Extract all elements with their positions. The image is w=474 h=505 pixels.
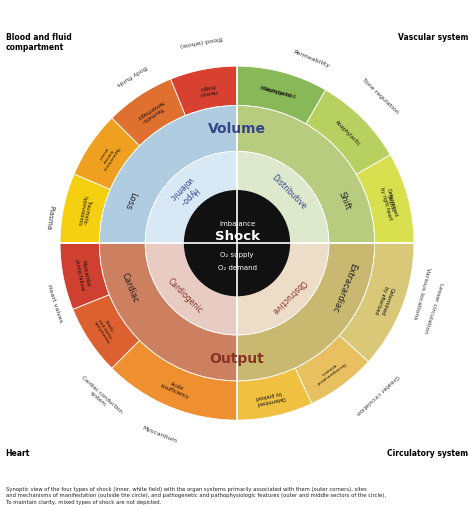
Wedge shape xyxy=(237,67,326,125)
Wedge shape xyxy=(237,67,326,125)
Wedge shape xyxy=(306,91,390,175)
Text: Greater circulation: Greater circulation xyxy=(355,373,400,415)
Text: Cardiac: Cardiac xyxy=(120,270,140,303)
Text: FIGURE 1: FIGURE 1 xyxy=(6,10,52,18)
Text: Acute
insufficiency: Acute insufficiency xyxy=(159,377,192,399)
Wedge shape xyxy=(237,368,312,420)
Text: Circulatory system: Circulatory system xyxy=(387,448,468,457)
Text: Myocardium: Myocardium xyxy=(142,425,178,443)
Text: O₂ demand: O₂ demand xyxy=(218,264,256,270)
Wedge shape xyxy=(295,336,368,404)
Wedge shape xyxy=(356,156,414,244)
Text: Heart valves: Heart valves xyxy=(46,283,64,322)
Text: Various locations: Various locations xyxy=(412,267,431,320)
Wedge shape xyxy=(145,152,237,244)
Text: Hypo-
volemic: Hypo- volemic xyxy=(168,175,202,209)
Text: Vascular system: Vascular system xyxy=(398,33,468,42)
Text: Plasma: Plasma xyxy=(46,205,55,230)
Text: Cardiogenic: Cardiogenic xyxy=(166,276,204,315)
Wedge shape xyxy=(60,175,110,244)
Circle shape xyxy=(184,191,290,296)
Text: Synoptic view of the four types of shock (inner, white field) with the organ sys: Synoptic view of the four types of shock… xyxy=(6,486,386,504)
Text: Brady-
and tachy-
arrhythmias: Brady- and tachy- arrhythmias xyxy=(92,315,118,343)
Text: Anaphylactoid: Anaphylactoid xyxy=(259,85,297,99)
Text: Determined
by right heart: Determined by right heart xyxy=(379,185,399,221)
Text: Heart: Heart xyxy=(6,448,30,457)
Text: Obstructive: Obstructive xyxy=(270,277,308,315)
Wedge shape xyxy=(237,152,329,244)
Wedge shape xyxy=(237,244,374,381)
Wedge shape xyxy=(60,244,109,310)
Text: Cardiac conduction
system: Cardiac conduction system xyxy=(76,375,123,418)
Text: Hemor-
rhagic: Hemor- rhagic xyxy=(197,82,218,96)
Text: Body fluids: Body fluids xyxy=(115,64,147,86)
Text: Lesser circulation: Lesser circulation xyxy=(422,281,443,333)
Text: Imbalance: Imbalance xyxy=(219,220,255,226)
Wedge shape xyxy=(237,244,329,335)
Text: Tone regulation: Tone regulation xyxy=(361,77,399,115)
Wedge shape xyxy=(100,106,237,244)
Text: Hypovolemic
(narrow
sense): Hypovolemic (narrow sense) xyxy=(93,140,120,171)
Text: Shock: Shock xyxy=(215,230,259,243)
Text: Loss: Loss xyxy=(122,190,137,211)
Text: Output: Output xyxy=(210,351,264,365)
Text: Myocardial
pump failure: Myocardial pump failure xyxy=(74,257,91,290)
Wedge shape xyxy=(100,244,237,381)
Text: Determined
by preload: Determined by preload xyxy=(254,389,285,406)
Wedge shape xyxy=(339,244,414,362)
Wedge shape xyxy=(145,244,237,335)
Text: Determined
by afterload: Determined by afterload xyxy=(374,284,394,316)
Text: Blood and fluid
compartment: Blood and fluid compartment xyxy=(6,33,72,52)
Text: O₂ supply: O₂ supply xyxy=(220,251,254,257)
Wedge shape xyxy=(237,106,374,244)
Text: Volume: Volume xyxy=(208,122,266,136)
Text: Septic: Septic xyxy=(385,193,395,212)
Text: Permeability: Permeability xyxy=(292,49,331,69)
Text: Traumatic-
hypovolemic: Traumatic- hypovolemic xyxy=(76,195,93,228)
Text: Shift: Shift xyxy=(336,190,352,211)
Wedge shape xyxy=(73,295,140,369)
Wedge shape xyxy=(171,67,237,116)
Wedge shape xyxy=(112,341,237,420)
Text: Decompensated
stenosis: Decompensated stenosis xyxy=(312,357,346,385)
Text: Traumatic-
hemorrhagic: Traumatic- hemorrhagic xyxy=(135,99,167,125)
Wedge shape xyxy=(74,119,140,190)
Text: Extracardiac: Extracardiac xyxy=(330,261,358,313)
Text: Blood (whole): Blood (whole) xyxy=(180,35,223,47)
Wedge shape xyxy=(112,80,185,146)
Text: Neurogenic: Neurogenic xyxy=(263,86,293,98)
Text: Anaphylactic: Anaphylactic xyxy=(334,119,362,146)
Text: Distributive: Distributive xyxy=(270,173,308,211)
